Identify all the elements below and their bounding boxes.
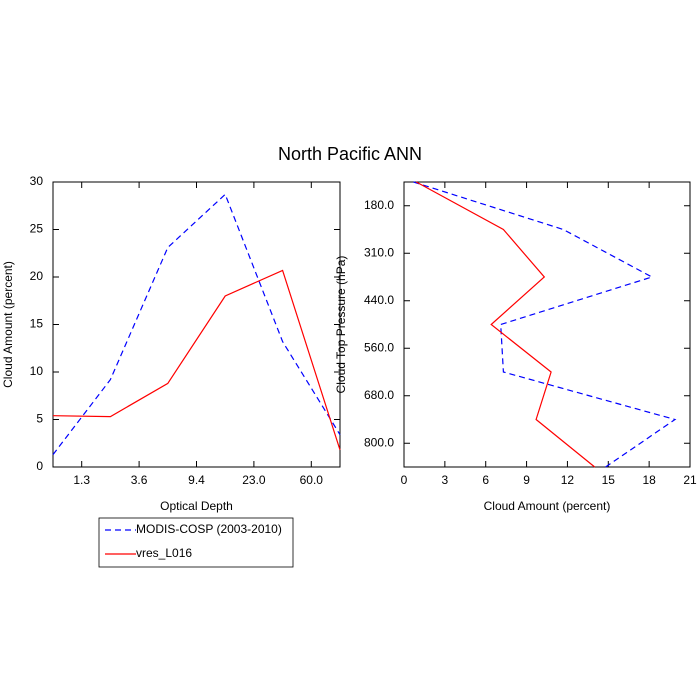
- series-line: [416, 181, 596, 468]
- y-tick-label: 180.0: [364, 198, 394, 212]
- x-axis-label: Optical Depth: [160, 499, 233, 513]
- y-tick-label: 25: [30, 222, 44, 236]
- y-tick-label: 0: [36, 459, 43, 473]
- legend-box: [98, 517, 294, 568]
- x-tick-label: 9: [523, 473, 530, 487]
- x-tick-label: 9.4: [188, 473, 205, 487]
- y-axis-label: Cloud Amount (percent): [1, 261, 15, 388]
- x-tick-label: 3.6: [131, 473, 148, 487]
- x-tick-label: 15: [602, 473, 616, 487]
- x-tick-label: 18: [642, 473, 656, 487]
- y-tick-label: 310.0: [364, 245, 394, 259]
- x-tick-label: 3: [442, 473, 449, 487]
- y-tick-label: 560.0: [364, 340, 394, 354]
- y-tick-label: 15: [30, 317, 44, 331]
- series-line: [413, 181, 677, 468]
- chart-title: North Pacific ANN: [278, 144, 422, 164]
- x-tick-label: 21: [683, 473, 697, 487]
- legend-label: MODIS-COSP (2003-2010): [136, 522, 282, 536]
- series-line: [52, 193, 341, 455]
- x-tick-label: 23.0: [242, 473, 266, 487]
- x-tick-label: 60.0: [300, 473, 324, 487]
- x-tick-label: 12: [561, 473, 575, 487]
- y-tick-label: 20: [30, 269, 44, 283]
- x-tick-label: 0: [401, 473, 408, 487]
- x-axis-label: Cloud Amount (percent): [484, 499, 611, 513]
- y-tick-label: 10: [30, 364, 44, 378]
- y-tick-label: 5: [36, 412, 43, 426]
- y-tick-label: 440.0: [364, 293, 394, 307]
- x-tick-label: 6: [482, 473, 489, 487]
- series-line: [52, 269, 341, 451]
- y-axis-label: Cloud Top Pressure (hPa): [334, 256, 348, 394]
- y-tick-label: 30: [30, 174, 44, 188]
- y-tick-label: 800.0: [364, 435, 394, 449]
- y-tick-label: 680.0: [364, 388, 394, 402]
- legend-label: vres_L016: [136, 546, 192, 560]
- x-tick-label: 1.3: [73, 473, 90, 487]
- plot-frame: [403, 181, 691, 468]
